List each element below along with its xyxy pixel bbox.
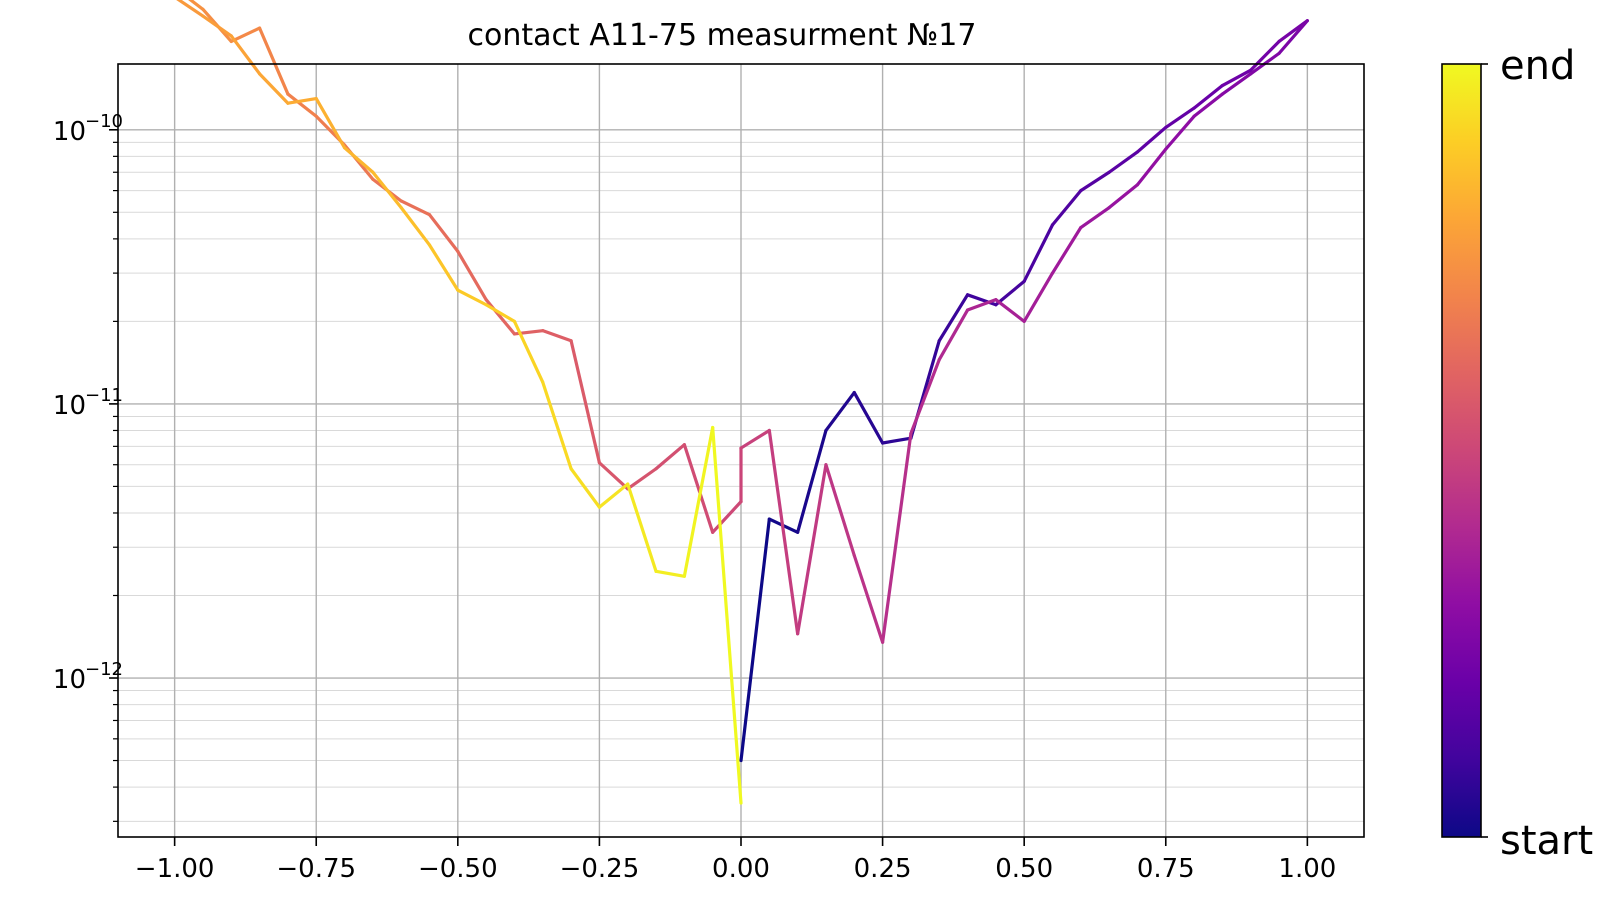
series-segment — [1050, 225, 1083, 275]
x-tick-label: −0.75 — [276, 854, 356, 884]
series-segment — [852, 390, 885, 445]
series-segment — [541, 329, 573, 343]
series-segment — [994, 279, 1026, 307]
y-tick-label-exponent: −12 — [85, 659, 123, 680]
series-segment — [824, 390, 856, 433]
series-segment — [201, 14, 233, 38]
series-segment — [314, 96, 347, 150]
x-tick-label: 0.75 — [1137, 854, 1195, 884]
series-segment — [1135, 147, 1168, 187]
colorbar-label-end: end — [1500, 43, 1575, 89]
series-segment — [796, 428, 828, 534]
x-tick-label: 1.00 — [1278, 854, 1336, 884]
series-segment — [626, 467, 658, 491]
series-segment — [682, 425, 715, 578]
series-segment — [399, 199, 432, 217]
series-segment — [456, 288, 488, 307]
series-segment — [1164, 106, 1196, 130]
y-tick-label-exponent: −11 — [85, 385, 123, 406]
series-segment — [1164, 114, 1196, 151]
y-tick-label: 10 — [53, 391, 86, 421]
series-segment — [1220, 72, 1253, 96]
series-segment — [1192, 83, 1225, 110]
y-tick-label: 10 — [53, 665, 86, 695]
series-segment — [456, 249, 488, 302]
series-segment — [937, 293, 970, 343]
series-segment — [176, 0, 205, 18]
series-segment — [796, 463, 828, 636]
series-segment — [257, 26, 290, 96]
x-tick-label: −0.25 — [560, 854, 640, 884]
series-segment — [626, 482, 658, 573]
series-segment — [1079, 206, 1111, 230]
series-segment — [711, 425, 743, 805]
series-segment — [994, 298, 1026, 323]
series-segment — [1079, 170, 1111, 193]
series-segment — [569, 339, 602, 465]
series-segment — [880, 436, 913, 445]
series-segment — [1050, 189, 1083, 227]
y-tick-label-exponent: −10 — [85, 111, 123, 132]
series-segment — [682, 443, 715, 534]
series-segment — [767, 428, 800, 636]
series-segment — [229, 34, 262, 76]
x-tick-label: −1.00 — [135, 854, 215, 884]
series-segment — [427, 243, 460, 292]
series-segment — [909, 358, 941, 436]
series-segment — [569, 467, 602, 509]
chart-title: contact A11-75 measurment №17 — [468, 18, 977, 53]
series-segment — [541, 380, 573, 471]
x-tick-label: 0.50 — [995, 854, 1053, 884]
series-segment — [484, 298, 517, 336]
series-segment — [1022, 271, 1055, 323]
series-segment — [824, 463, 856, 558]
series-segment — [965, 298, 998, 312]
series-segment — [229, 26, 262, 44]
series-segment — [286, 92, 318, 118]
series-segment — [852, 553, 885, 644]
series-segment — [1022, 223, 1055, 283]
series-segment — [1107, 150, 1140, 174]
series-segment — [597, 461, 630, 491]
series-segment — [484, 303, 517, 323]
x-axis: −1.00 −0.75 −0.50 −0.25 0.00 0.25 0.50 0.75 1.00 — [135, 837, 1336, 884]
colorbar-label-start: start — [1500, 818, 1593, 864]
series-segment — [1220, 68, 1253, 88]
series-segment — [188, 0, 205, 11]
series-segment — [1249, 39, 1281, 72]
series-segment — [1192, 92, 1225, 118]
series-segment — [371, 170, 403, 210]
series-segment — [427, 213, 460, 254]
colorbar — [1441, 63, 1482, 838]
series-segment — [286, 96, 318, 105]
x-tick-label: 0.00 — [712, 854, 770, 884]
series-segment — [1107, 183, 1140, 210]
series-segment — [1135, 125, 1168, 154]
x-tick-label: −0.50 — [418, 854, 498, 884]
series-segment — [739, 428, 771, 450]
series-segment — [597, 482, 630, 509]
series-segment — [880, 431, 913, 644]
series-segment — [257, 72, 290, 105]
series-segment — [342, 146, 375, 174]
series-segment — [937, 308, 970, 362]
y-tick-label: 10 — [53, 117, 86, 147]
series-segment — [654, 443, 686, 471]
series-segment — [739, 517, 771, 763]
series-segment — [399, 206, 432, 247]
series-segment — [711, 500, 743, 534]
series-segment — [512, 319, 545, 384]
series-segment — [1277, 19, 1309, 55]
x-tick-label: 0.25 — [854, 854, 912, 884]
series-lines — [176, 0, 1309, 805]
series-segment — [654, 569, 686, 578]
